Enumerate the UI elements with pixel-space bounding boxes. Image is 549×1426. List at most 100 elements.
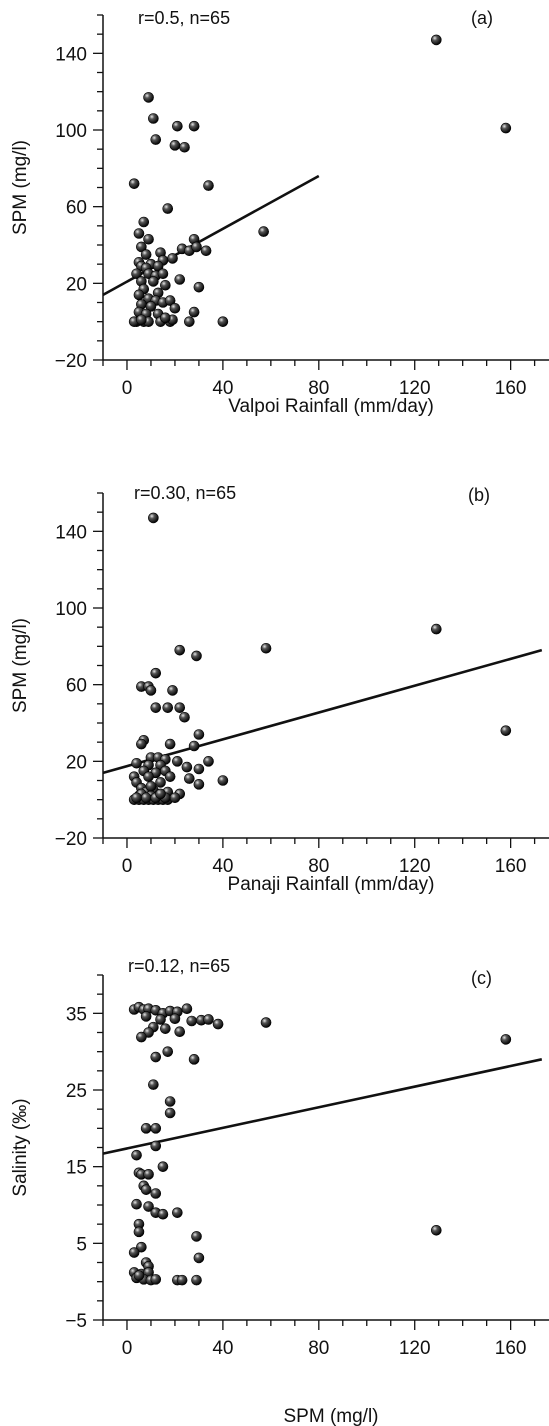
data-point (157, 1161, 169, 1172)
data-point (150, 1051, 162, 1063)
data-point (169, 140, 181, 151)
y-axis-title: SPM (mg/l) (10, 618, 31, 713)
data-point (155, 1014, 166, 1025)
y-tick-label: 140 (55, 522, 87, 543)
data-point (128, 178, 140, 189)
data-point (212, 1018, 224, 1030)
y-tick-label: 25 (66, 1081, 87, 1102)
y-tick-label: −5 (65, 1311, 87, 1332)
x-tick-label: 0 (122, 856, 133, 877)
data-point (167, 685, 178, 696)
data-point (133, 1270, 145, 1281)
scatter-chart-c: −5 5 15 25 35 0 40 80 120 160 SPM (mg/l) Salinity (… (10, 956, 549, 1426)
data-point (181, 761, 193, 773)
data-point (150, 1274, 162, 1285)
data-point (140, 249, 152, 260)
data-point (500, 1034, 512, 1045)
x-tick-label: 120 (399, 856, 431, 877)
x-tick-label: 160 (495, 1338, 527, 1359)
data-point (140, 1011, 152, 1022)
x-tick-label: 120 (399, 1338, 431, 1359)
data-point (172, 1207, 183, 1218)
data-point (133, 1226, 145, 1238)
data-point (431, 1224, 442, 1236)
data-point (150, 702, 162, 713)
data-point (191, 1274, 202, 1286)
data-point (136, 241, 147, 253)
data-point (143, 1169, 154, 1180)
data-point (131, 792, 142, 804)
data-point (260, 642, 272, 654)
x-tick-label: 40 (212, 378, 233, 399)
data-point (157, 268, 169, 280)
data-point (160, 279, 171, 291)
y-tick-label: 100 (55, 121, 87, 142)
panel-label: (c) (471, 968, 492, 988)
data-point (150, 1188, 162, 1199)
y-tick-label: 60 (66, 198, 87, 219)
data-point (179, 141, 190, 153)
data-point (162, 702, 174, 713)
data-point (162, 1046, 174, 1057)
data-point (179, 711, 190, 723)
x-tick-label: 40 (212, 856, 233, 877)
data-point (131, 1198, 142, 1210)
data-point (172, 120, 183, 132)
x-tick-label: 80 (308, 1338, 329, 1359)
x-tick-label: 0 (122, 378, 133, 399)
data-point (203, 756, 214, 767)
data-point (431, 34, 442, 46)
data-point (145, 301, 157, 312)
correlation-annotation: r=0.12, n=65 (128, 956, 230, 976)
data-point (128, 1247, 140, 1258)
data-point (164, 1107, 176, 1119)
data-point (217, 316, 229, 327)
y-tick-label: 5 (76, 1234, 87, 1255)
y-tick-label: 20 (66, 274, 87, 295)
x-tick-label: 120 (399, 378, 431, 399)
y-axis-title: SPM (mg/l) (10, 140, 31, 235)
regression-line (102, 1058, 543, 1155)
y-tick-label: 15 (66, 1158, 87, 1179)
data-point (203, 180, 214, 191)
data-point (150, 134, 162, 145)
data-point (203, 1014, 214, 1025)
data-point (131, 268, 142, 280)
y-tick-label: −20 (55, 829, 87, 850)
correlation-annotation: r=0.30, n=65 (134, 483, 236, 503)
data-point (148, 113, 159, 124)
x-axis-title: Panaji Rainfall (mm/day) (228, 874, 435, 895)
data-point (164, 738, 176, 750)
scatter-chart-b: −20 20 60 100 140 0 40 80 120 160 Panaji Rainfall … (10, 483, 549, 895)
data-point (133, 289, 145, 301)
x-axis-title: Valpoi Rainfall (mm/day) (228, 396, 434, 417)
data-point (167, 253, 178, 264)
data-point (217, 775, 229, 786)
x-tick-label: 80 (308, 378, 329, 399)
data-point (191, 650, 202, 662)
data-point (193, 1252, 205, 1264)
panel-label: (a) (471, 8, 493, 28)
y-tick-label: 35 (66, 1004, 87, 1025)
data-point (145, 685, 157, 696)
y-tick-label: 140 (55, 44, 87, 65)
data-point (140, 1184, 152, 1195)
data-point (136, 1031, 147, 1043)
data-point (169, 792, 181, 804)
data-point (131, 757, 142, 769)
data-point (169, 302, 181, 314)
data-point (143, 1201, 154, 1212)
data-point (160, 1023, 171, 1034)
data-point (193, 763, 205, 775)
data-point (145, 780, 157, 792)
data-point (191, 241, 202, 253)
data-point (191, 1231, 202, 1242)
data-point (164, 1096, 176, 1107)
data-point (150, 1140, 162, 1152)
data-point (188, 120, 200, 132)
data-point (150, 1123, 162, 1134)
data-point (174, 1026, 186, 1038)
regression-line (102, 648, 543, 775)
y-tick-label: 20 (66, 752, 87, 773)
x-tick-label: 0 (122, 1338, 133, 1359)
